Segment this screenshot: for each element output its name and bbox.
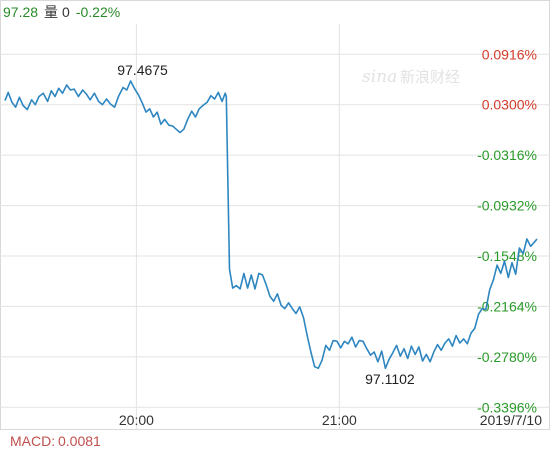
macd-value: 0.0081 (58, 433, 101, 449)
x-tick-label: 2019/7/10 (480, 412, 542, 428)
chart-grid (0, 0, 550, 430)
y-tick-label: -0.2780% (477, 349, 537, 365)
y-tick-label: -0.0316% (477, 147, 537, 163)
y-tick-label: 0.0300% (482, 97, 537, 113)
macd-bar: MACD: 0.0081 (0, 430, 550, 452)
watermark-brand-latin: sina (362, 67, 397, 87)
macd-label: MACD: (10, 433, 56, 449)
sina-finance-watermark: sina 新浪财经 (362, 67, 460, 87)
current-price: 97.28 (3, 4, 39, 20)
intraday-chart: sina 新浪财经 0.0916% 0.0300% -0.0316% -0.0932%… (0, 0, 550, 430)
percent-change: -0.22% (75, 4, 121, 20)
y-axis-labels: 0.0916% 0.0300% -0.0316% -0.0932% -0.1548% -0… (477, 46, 537, 415)
y-tick-label: -0.1548% (477, 248, 537, 264)
quote-header: 97.28 量 0 -0.22% (0, 0, 550, 24)
price-annotations: 97.4675 97.1102 (117, 62, 415, 387)
volume-value: 0 (62, 4, 70, 20)
price-annotation: 97.1102 (365, 371, 415, 387)
x-axis-labels: 20:00 21:00 2019/7/10 (119, 412, 542, 428)
chart-frame (0, 0, 550, 430)
y-tick-label: -0.0932% (477, 198, 537, 214)
watermark-brand-cn: 新浪财经 (400, 68, 460, 86)
price-annotation: 97.4675 (117, 62, 168, 78)
y-tick-label: -0.3396% (477, 399, 537, 415)
price-line (4, 80, 538, 370)
y-tick-label: -0.2164% (477, 298, 537, 314)
y-tick-label: 0.0916% (482, 46, 537, 62)
volume-label: 量 (44, 4, 59, 20)
price-series (4, 80, 538, 370)
x-tick-label: 21:00 (322, 412, 357, 428)
x-tick-label: 20:00 (119, 412, 154, 428)
